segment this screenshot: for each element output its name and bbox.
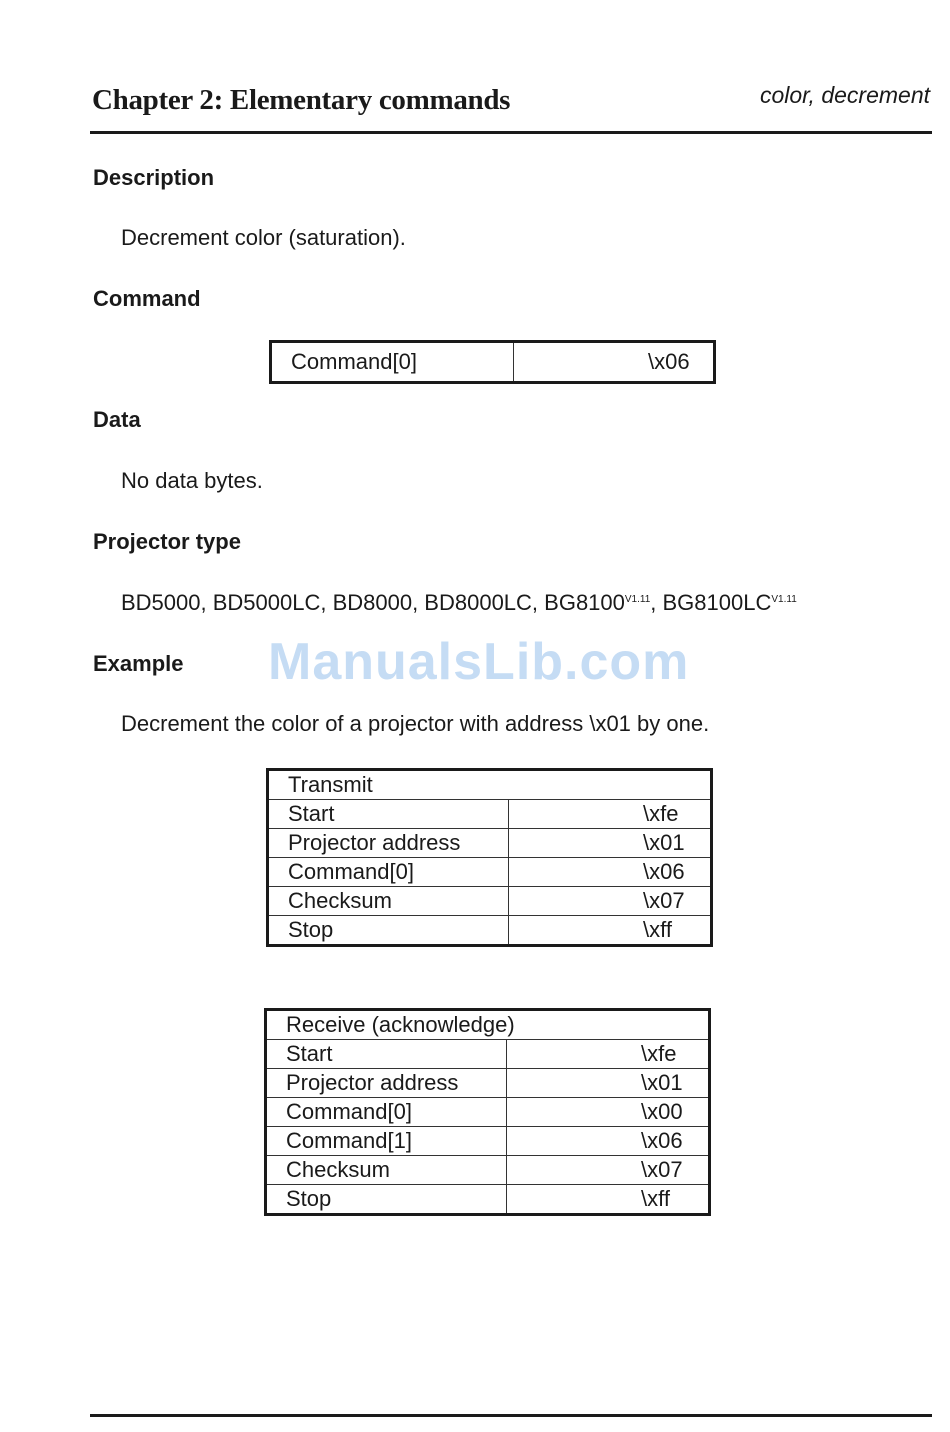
cell-value: \xff [508, 915, 712, 946]
cell-label: Start [267, 799, 509, 829]
command-table: Command[0] \x06 [269, 340, 716, 384]
data-text: No data bytes. [121, 468, 263, 493]
data-heading: Data [93, 407, 141, 432]
table-row: Command[1] \x06 [265, 1126, 710, 1156]
table-row: Start \xfe [267, 799, 712, 829]
cell-value: \xfe [508, 799, 712, 829]
footer-rule [90, 1414, 932, 1417]
version-sup: V1.11 [771, 594, 797, 605]
cell-value: \x07 [508, 886, 712, 916]
cell-value: \x06 [508, 857, 712, 887]
cell-value: \x01 [508, 828, 712, 858]
chapter-title: Chapter 2: Elementary commands [92, 84, 511, 116]
watermark: ManualsLib.com [268, 633, 690, 691]
cell-value: \x01 [506, 1068, 710, 1098]
cell-value: \x06 [513, 341, 715, 383]
cell-label: Stop [265, 1184, 507, 1215]
projector-type-heading: Projector type [93, 529, 241, 554]
cell-label: Stop [267, 915, 509, 946]
projector-models: BD5000, BD5000LC, BD8000, BD8000LC, BG81… [121, 590, 797, 616]
header-rule [90, 131, 932, 134]
table-row: Stop \xff [265, 1184, 710, 1215]
cell-value: \x06 [506, 1126, 710, 1156]
description-heading: Description [93, 165, 215, 190]
table-row: Command[0] \x00 [265, 1097, 710, 1127]
table-row: Start \xfe [265, 1039, 710, 1069]
cell-label: Command[0] [267, 857, 509, 887]
table-row: Stop \xff [267, 915, 712, 946]
table-title: Transmit [267, 769, 712, 800]
transmit-table: Transmit Start \xfe Projector address \x01 C… [266, 768, 713, 947]
cell-label: Checksum [265, 1155, 507, 1185]
table-row: Command[0] \x06 [270, 341, 715, 383]
command-heading: Command [93, 286, 201, 311]
cell-label: Command[0] [265, 1097, 507, 1127]
cell-label: Command[1] [265, 1126, 507, 1156]
example-text: Decrement the color of a projector with … [121, 711, 710, 736]
version-sup: V1.11 [624, 594, 651, 605]
description-text: Decrement color (saturation). [121, 225, 406, 250]
cell-label: Command[0] [270, 341, 514, 383]
receive-table: Receive (acknowledge) Start \xfe Projector… [264, 1008, 711, 1216]
cell-label: Projector address [267, 828, 509, 858]
cell-label: Start [265, 1039, 507, 1069]
table-row: Projector address \x01 [265, 1068, 710, 1098]
cell-label: Checksum [267, 886, 509, 916]
cell-value: \xfe [506, 1039, 710, 1069]
table-title: Receive (acknowledge) [265, 1009, 710, 1040]
table-row: Projector address \x01 [267, 828, 712, 858]
topic-title: color, decrement [759, 82, 930, 108]
cell-value: \xff [506, 1184, 710, 1215]
table-row: Checksum \x07 [265, 1155, 710, 1185]
table-row: Checksum \x07 [267, 886, 712, 916]
models-text: BD5000, BD5000LC, BD8000, BD8000LC, BG81… [121, 590, 625, 615]
table-row: Command[0] \x06 [267, 857, 712, 887]
cell-value: \x00 [506, 1097, 710, 1127]
example-heading: Example [93, 651, 184, 676]
cell-label: Projector address [265, 1068, 507, 1098]
models-text: , BG8100LC [650, 590, 772, 615]
cell-value: \x07 [506, 1155, 710, 1185]
